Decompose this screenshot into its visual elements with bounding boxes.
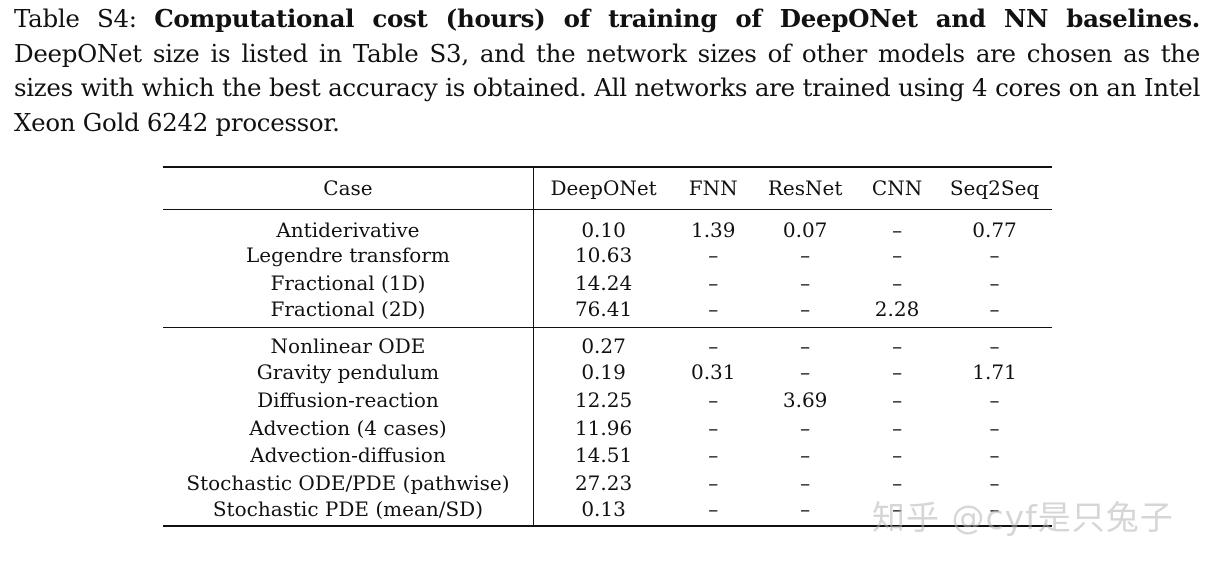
cell-cnn: – [892,387,903,412]
cell-seq2seq: – [989,443,1000,468]
cell-case: Fractional (2D) [163,297,534,328]
cell-case: Diffusion-reaction [163,385,534,414]
cell-seq2seq: – [989,415,1000,440]
cell-cnn: – [892,443,903,468]
cell-fnn: – [708,471,719,496]
cell-seq2seq: 0.77 [972,217,1017,242]
table-row: Legendre transform 10.63 – – – – [163,241,1052,270]
header-fnn: FNN [688,176,738,201]
cell-deeponet: 0.10 [581,217,626,242]
cell-seq2seq: – [989,387,1000,412]
cell-seq2seq: – [989,243,1000,268]
cell-resnet: – [800,271,811,296]
header-cnn: CNN [871,176,923,201]
cell-case: Nonlinear ODE [163,327,534,359]
table-row: Stochastic ODE/PDE (pathwise) 27.23 – – – – [163,469,1052,498]
table-row: Gravity pendulum 0.19 0.31 – – 1.71 [163,358,1052,386]
cell-fnn: – [708,297,719,322]
table-row: Nonlinear ODE 0.27 – – – – [163,327,1052,359]
cell-seq2seq: – [989,334,1000,359]
cell-resnet: – [800,359,811,384]
header-case: Case [163,167,534,209]
table-row: Fractional (2D) 76.41 – – 2.28 – [163,297,1052,328]
table-row: Antiderivative 0.10 1.39 0.07 – 0.77 [163,209,1052,242]
cell-resnet: 0.07 [782,217,828,242]
cell-deeponet: 10.63 [574,243,633,268]
watermark: 知乎 @cyf是只兔子 [872,498,1174,537]
cell-resnet: – [800,443,811,468]
cost-table: Case DeepONet FNN ResNet CNN Seq2Seq Ant… [163,166,1052,527]
cell-seq2seq: – [989,297,1000,322]
cell-cnn: – [892,243,903,268]
table-row: Advection-diffusion 14.51 – – – – [163,441,1052,470]
cell-fnn: 1.39 [690,217,736,242]
cell-case: Stochastic PDE (mean/SD) [163,497,534,527]
table-group-1: Antiderivative 0.10 1.39 0.07–0.77 Legendre … [163,209,1052,328]
cell-resnet: – [800,243,811,268]
cell-cnn: – [892,497,903,522]
cell-cnn: – [892,415,903,440]
cell-case: Stochastic ODE/PDE (pathwise) [163,469,534,498]
header-resnet: ResNet [767,176,843,201]
cell-deeponet: 14.24 [574,271,633,296]
cell-case: Advection (4 cases) [163,413,534,442]
cell-fnn: 0.31 [690,359,736,384]
cell-cnn: – [892,217,903,242]
cell-deeponet: 11.96 [574,415,633,440]
cell-deeponet: 0.13 [581,497,626,522]
cell-fnn: – [708,271,719,296]
cell-deeponet: 0.19 [581,359,626,384]
cell-fnn: – [708,497,719,522]
cell-seq2seq: 1.71 [972,359,1017,384]
cell-cnn: – [892,271,903,296]
table-row: Stochastic PDE (mean/SD) 0.13 – – – – [163,497,1052,527]
cell-cnn: 2.28 [874,297,920,322]
cell-seq2seq: – [989,271,1000,296]
cell-fnn: – [708,243,719,268]
cell-resnet: 3.69 [782,387,828,412]
header-row: Case DeepONet FNN ResNet CNN Seq2Seq [163,167,1052,209]
caption-label: Table S4: [14,4,137,33]
cell-cnn: – [892,334,903,359]
cell-deeponet: 76.41 [574,297,633,322]
cell-case: Gravity pendulum [163,358,534,386]
cell-deeponet: 12.25 [574,387,633,412]
cell-fnn: – [708,415,719,440]
cell-cnn: – [892,359,903,384]
caption-title: Computational cost (hours) of training o… [154,4,1200,33]
table-row: Diffusion-reaction 12.25 – 3.69 – – [163,385,1052,414]
cell-deeponet: 27.23 [574,471,633,496]
cell-case: Antiderivative [163,209,534,242]
cell-cnn: – [892,471,903,496]
cell-fnn: – [708,334,719,359]
cell-resnet: – [800,297,811,322]
caption-text: DeepONet size is listed in Table S3, and… [14,38,1200,137]
header-seq2seq: Seq2Seq [949,176,1040,201]
cell-case: Advection-diffusion [163,441,534,470]
header-deeponet: DeepONet [550,176,657,201]
cell-resnet: – [800,334,811,359]
cell-seq2seq: – [989,471,1000,496]
cell-fnn: – [708,387,719,412]
cell-seq2seq: – [989,497,1000,522]
cell-case: Legendre transform [163,241,534,270]
cell-fnn: – [708,443,719,468]
cell-deeponet: 14.51 [574,443,633,468]
cell-case: Fractional (1D) [163,269,534,298]
table-group-2: Nonlinear ODE 0.27– – – – Gravity pendulum 0.1… [163,327,1052,527]
table-caption: Table S4: Computational cost (hours) of … [14,2,1200,140]
table-row: Fractional (1D) 14.24 – – – – [163,269,1052,298]
cell-resnet: – [800,471,811,496]
cell-deeponet: 0.27 [581,334,626,359]
cell-resnet: – [800,497,811,522]
table-row: Advection (4 cases) 11.96 – – – – [163,413,1052,442]
cell-resnet: – [800,415,811,440]
